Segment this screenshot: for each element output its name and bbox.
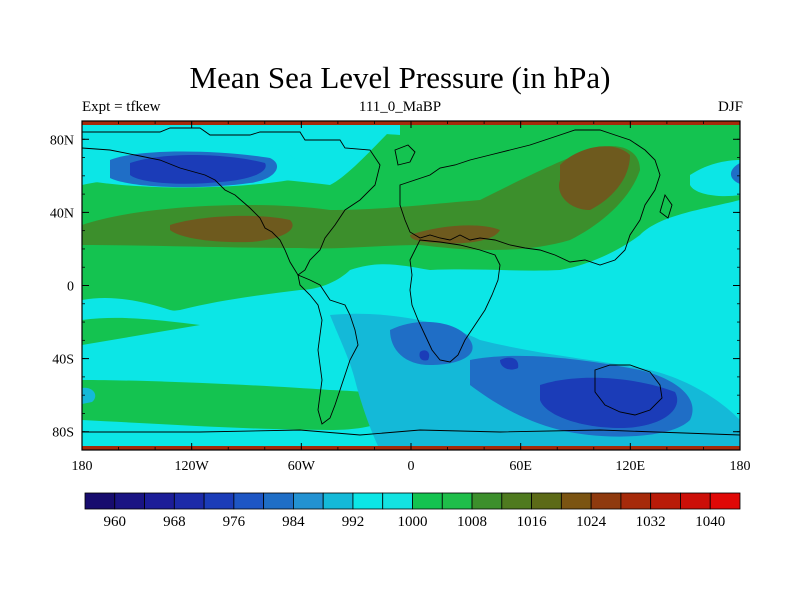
lat-tick-label: 40S <box>52 353 74 368</box>
lon-tick-label: 120W <box>175 459 210 474</box>
colorbar-label: 976 <box>223 514 246 530</box>
south-america-outline <box>297 274 359 425</box>
australia-outline <box>594 364 663 416</box>
colorbar-label: 968 <box>163 514 186 530</box>
lat-tick-label: 40N <box>50 206 74 221</box>
colorbar-swatch <box>203 492 235 510</box>
colorbar-label: 1008 <box>457 514 487 530</box>
colorbar-swatch <box>382 492 413 510</box>
colorbar-swatch <box>263 492 294 510</box>
colorbar-swatch <box>709 492 741 510</box>
colorbar-swatch <box>471 492 503 510</box>
africa-outline <box>409 239 501 363</box>
indian-ocean-low-core <box>540 377 678 428</box>
colorbar-label: 1040 <box>695 514 725 530</box>
colorbar-swatch <box>322 492 354 510</box>
colorbar: 960 968 976 984 992 1000 1008 1016 1024 1032 1040 <box>84 492 741 530</box>
colorbar-label: 1032 <box>636 514 666 530</box>
colorbar-swatch <box>144 492 175 510</box>
colorbar-swatch <box>650 492 681 510</box>
colorbar-swatch <box>84 492 116 510</box>
lon-tick-label: 0 <box>408 459 415 474</box>
lat-tick-label: 80N <box>50 133 74 148</box>
colorbar-swatch <box>560 492 592 510</box>
south-atlantic-green-lobe <box>82 317 200 345</box>
colorbar-swatch <box>441 492 473 510</box>
lon-tick-label: 60W <box>288 459 316 474</box>
small-low-cell <box>419 350 430 361</box>
colorbar-swatch <box>590 492 622 510</box>
colorbar-swatch <box>680 492 711 510</box>
lat-tick-label: 80S <box>52 426 74 441</box>
colorbar-swatch <box>531 492 562 510</box>
southern-green-belt <box>82 380 396 430</box>
colorbar-swatch <box>501 492 532 510</box>
colorbar-label: 1016 <box>517 514 548 530</box>
north-pacific-low <box>730 163 740 184</box>
colorbar-label: 984 <box>282 514 305 530</box>
japan-outline <box>659 193 673 219</box>
latitude-axis: 80N 40N 0 40S 80S <box>50 120 740 451</box>
coastlines <box>82 127 740 436</box>
colorbar-swatch <box>620 492 652 510</box>
south-atlantic-low-patch <box>82 387 96 404</box>
lon-tick-label: 60E <box>509 459 532 474</box>
lat-tick-label: 0 <box>67 280 74 295</box>
antarctica-outline <box>82 429 740 436</box>
colorbar-swatch <box>233 492 265 510</box>
north-atlantic-low-core <box>130 155 266 184</box>
colorbar-swatch <box>293 492 324 510</box>
colorbar-swatch <box>173 492 205 510</box>
eurasia-outline <box>399 129 661 266</box>
longitude-axis: 180 120W 60W 0 60E 120E 180 <box>72 121 751 474</box>
experiment-label: Expt = tfkew <box>82 99 161 115</box>
small-low-cell-2 <box>500 357 519 370</box>
colorbar-label: 960 <box>104 514 127 530</box>
siberian-high-core <box>559 146 630 210</box>
greenland-island-outline <box>394 144 416 166</box>
north-pacific-low-ring <box>690 160 740 197</box>
map-title: Mean Sea Level Pressure (in hPa) <box>189 60 611 95</box>
lon-tick-label: 180 <box>72 459 93 474</box>
lon-tick-label: 180 <box>730 459 751 474</box>
colorbar-swatch <box>114 492 145 510</box>
colorbar-swatch <box>412 492 443 510</box>
north-america-outline <box>82 127 381 276</box>
colorbar-label: 992 <box>342 514 365 530</box>
lon-tick-label: 120E <box>616 459 646 474</box>
colorbar-label: 1000 <box>398 514 428 530</box>
season-label: DJF <box>717 99 743 115</box>
colorbar-swatch <box>352 492 384 510</box>
south-atlantic-low <box>390 321 473 365</box>
period-label: 111_0_MaBP <box>358 99 442 115</box>
pressure-field <box>82 121 740 450</box>
colorbar-label: 1024 <box>576 514 607 530</box>
